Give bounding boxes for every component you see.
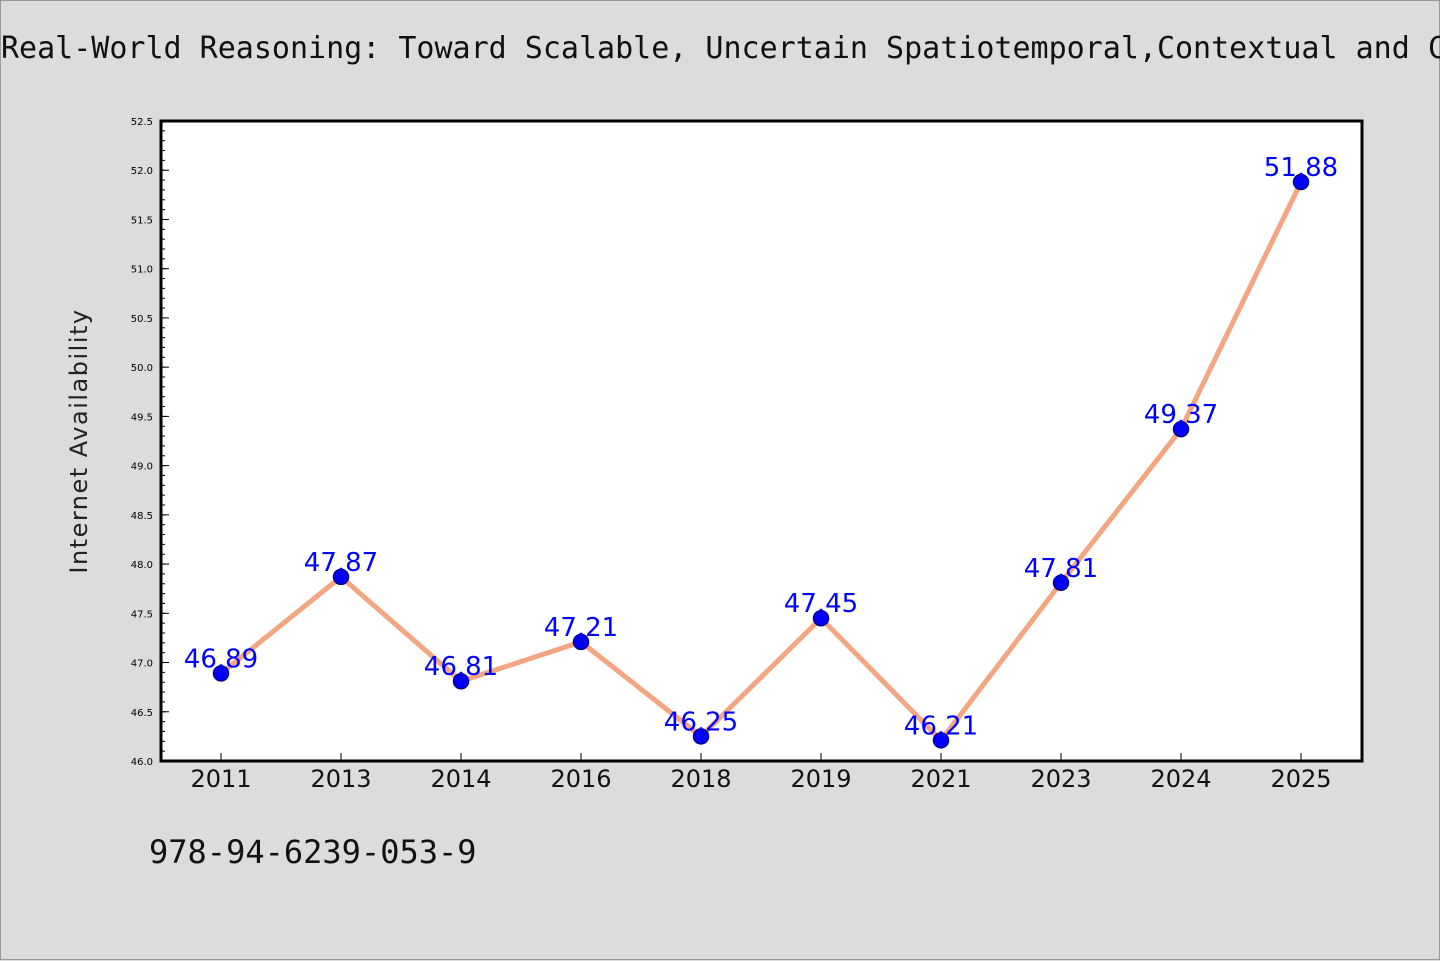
x-tick-label: 2024 — [1150, 765, 1211, 793]
x-tick-label: 2011 — [190, 765, 251, 793]
y-tick-label: 49.0 — [131, 462, 153, 473]
x-tick-label: 2019 — [790, 765, 851, 793]
isbn-text: 978-94-6239-053-9 — [149, 833, 477, 871]
data-label: 47.45 — [784, 589, 858, 619]
y-tick-label: 51.5 — [131, 215, 153, 226]
data-point — [332, 568, 350, 586]
y-tick-label: 49.5 — [131, 412, 153, 423]
data-point — [1052, 574, 1070, 592]
data-label: 47.87 — [304, 548, 378, 578]
data-point — [932, 732, 950, 749]
data-label: 46.81 — [424, 652, 498, 682]
data-label: 46.25 — [664, 707, 738, 737]
y-tick-label: 51.0 — [131, 265, 153, 276]
data-label: 51.88 — [1264, 153, 1338, 183]
x-tick-label: 2018 — [670, 765, 731, 793]
y-tick-label: 46.0 — [131, 757, 153, 768]
data-label: 47.21 — [544, 613, 618, 643]
x-tick-label: 2021 — [910, 765, 971, 793]
x-tick-label: 2025 — [1270, 765, 1331, 793]
y-tick-label: 50.5 — [131, 314, 153, 325]
y-tick-label: 50.0 — [131, 363, 153, 374]
x-tick-label: 2013 — [310, 765, 371, 793]
plot-area — [161, 121, 1362, 761]
y-tick-label: 48.0 — [131, 560, 153, 571]
y-tick-label: 48.5 — [131, 511, 153, 522]
plot-frame — [159, 119, 1364, 763]
data-label: 49.37 — [1144, 400, 1218, 430]
chart-title: Real-World Reasoning: Toward Scalable, U… — [1, 31, 1440, 66]
data-point — [1172, 420, 1190, 438]
y-tick-label: 46.5 — [131, 708, 153, 719]
y-axis-label: Internet Availability — [65, 308, 93, 573]
y-tick-label: 47.0 — [131, 659, 153, 670]
data-label: 46.21 — [904, 711, 978, 741]
x-tick-label: 2023 — [1030, 765, 1091, 793]
data-point — [572, 633, 590, 651]
data-label: 47.81 — [1024, 554, 1098, 584]
y-tick-label: 52.0 — [131, 166, 153, 177]
y-tick-label: 52.5 — [131, 117, 153, 128]
data-point — [812, 609, 830, 627]
data-point — [1292, 173, 1310, 191]
data-point — [692, 728, 710, 745]
data-point — [452, 672, 470, 690]
y-tick-label: 47.5 — [131, 609, 153, 620]
data-point — [212, 665, 230, 682]
data-label: 46.89 — [184, 644, 258, 674]
x-tick-label: 2016 — [550, 765, 611, 793]
series-line — [218, 179, 1304, 743]
x-tick-label: 2014 — [430, 765, 491, 793]
